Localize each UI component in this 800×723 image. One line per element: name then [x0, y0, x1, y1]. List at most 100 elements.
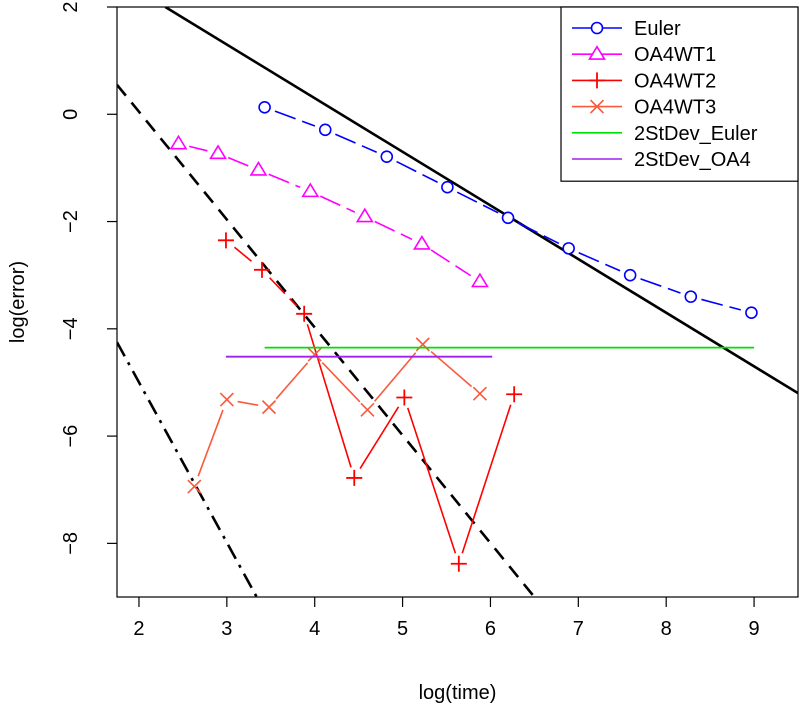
- data-point: [380, 150, 394, 163]
- data-point: [217, 232, 234, 249]
- data-point: [450, 555, 467, 572]
- reference-line-dashed: [117, 83, 536, 597]
- legend-label: 2StDev_Euler: [634, 123, 758, 145]
- series-segment: [269, 277, 298, 307]
- series-segment: [233, 246, 254, 264]
- data-point: [301, 182, 320, 198]
- x-tick-label: 8: [661, 618, 672, 640]
- y-tick-label: −2: [60, 210, 82, 233]
- data-point: [318, 123, 332, 137]
- legend-label: 2StDev_OA4: [634, 149, 751, 171]
- series-segment: [430, 249, 472, 277]
- data-point: [684, 290, 698, 303]
- y-tick-label: 2: [60, 1, 82, 12]
- reference-lines: [117, 7, 798, 597]
- legend-label: OA4WT3: [634, 97, 716, 119]
- reference-line-dashdot: [117, 341, 258, 597]
- series-segment: [456, 191, 499, 214]
- legend-swatch-marker: [588, 45, 606, 60]
- x-tick-label: 2: [133, 618, 144, 640]
- series-oa4wt2: [217, 232, 523, 572]
- series-segment: [197, 409, 224, 477]
- legend-item: OA4WT2: [572, 70, 716, 92]
- legend-swatch-marker: [590, 21, 604, 35]
- x-tick-label: 6: [485, 618, 496, 640]
- plot-frame: [116, 6, 799, 598]
- series-segment: [701, 298, 742, 311]
- y-tick-label: −8: [60, 532, 82, 555]
- legend-label: OA4WT1: [634, 44, 716, 66]
- data-point: [307, 347, 322, 362]
- data-point: [296, 305, 313, 322]
- series-segment: [306, 324, 352, 468]
- series-segment: [407, 407, 457, 554]
- data-point: [360, 402, 375, 417]
- series-segment: [640, 278, 681, 294]
- reference-line-solid: [164, 7, 798, 395]
- series-segment: [374, 220, 413, 241]
- data-point: [253, 261, 270, 278]
- series-segment: [274, 110, 316, 127]
- series-oa4wt3: [187, 337, 487, 494]
- data-point: [249, 161, 268, 176]
- series-euler: [258, 101, 758, 320]
- x-tick-label: 4: [309, 618, 320, 640]
- data-point: [562, 242, 575, 255]
- x-axis-title: log(time): [419, 682, 497, 704]
- series-segment: [189, 145, 208, 152]
- data-point: [258, 101, 271, 114]
- series-segment: [268, 173, 301, 189]
- x-tick-label: 5: [397, 618, 408, 640]
- series-oa4wt1: [169, 134, 489, 288]
- x-tick-label: 3: [221, 618, 232, 640]
- series-segment: [359, 406, 400, 470]
- legend-label: Euler: [634, 18, 681, 40]
- data-point: [219, 392, 234, 407]
- data-point: [415, 337, 430, 352]
- y-axis-title: log(error): [7, 261, 29, 343]
- series-segment: [275, 362, 309, 400]
- legend-item: Euler: [572, 18, 681, 40]
- series-layer: [169, 101, 758, 572]
- legend-box: [560, 6, 799, 182]
- data-point: [623, 268, 637, 282]
- legend-item: 2StDev_Euler: [572, 123, 758, 145]
- x-tick-label: 9: [749, 618, 760, 640]
- data-point: [412, 235, 431, 250]
- data-point: [745, 306, 758, 320]
- legend-label: OA4WT2: [634, 70, 716, 92]
- legend-swatch-marker: [589, 72, 605, 89]
- data-point: [506, 386, 523, 403]
- series-segment: [578, 252, 621, 272]
- data-point: [472, 386, 487, 401]
- series-segment: [461, 404, 512, 554]
- series-segment: [396, 160, 438, 183]
- data-point: [355, 207, 374, 223]
- data-point: [470, 272, 489, 288]
- series-segment: [373, 352, 417, 402]
- legend-swatch-marker: [589, 99, 605, 114]
- axes: 2 3 4 5 6 7 8 9 2 0 −2 −4 −6 −8: [60, 1, 799, 640]
- x-tick-label: 7: [573, 618, 584, 640]
- series-segment: [237, 400, 259, 406]
- data-point: [396, 389, 413, 406]
- data-point: [209, 144, 227, 160]
- series-segment: [517, 222, 560, 245]
- y-tick-label: 0: [60, 109, 82, 120]
- data-point: [187, 479, 202, 494]
- series-segment: [321, 361, 361, 403]
- legend: Euler OA4WT1 OA4WT2 OA4WT3 2StDev_Euler 2StDe…: [560, 6, 799, 182]
- data-point: [169, 134, 188, 150]
- legend-item: 2StDev_OA4: [572, 149, 751, 171]
- data-point: [501, 211, 515, 225]
- series-segment: [335, 133, 378, 153]
- series-segment: [227, 156, 249, 167]
- y-tick-label: −6: [60, 425, 82, 448]
- legend-item: OA4WT3: [572, 97, 716, 119]
- y-tick-label: −4: [60, 317, 82, 340]
- data-point: [261, 400, 277, 415]
- data-point: [441, 180, 454, 194]
- data-point: [346, 469, 363, 486]
